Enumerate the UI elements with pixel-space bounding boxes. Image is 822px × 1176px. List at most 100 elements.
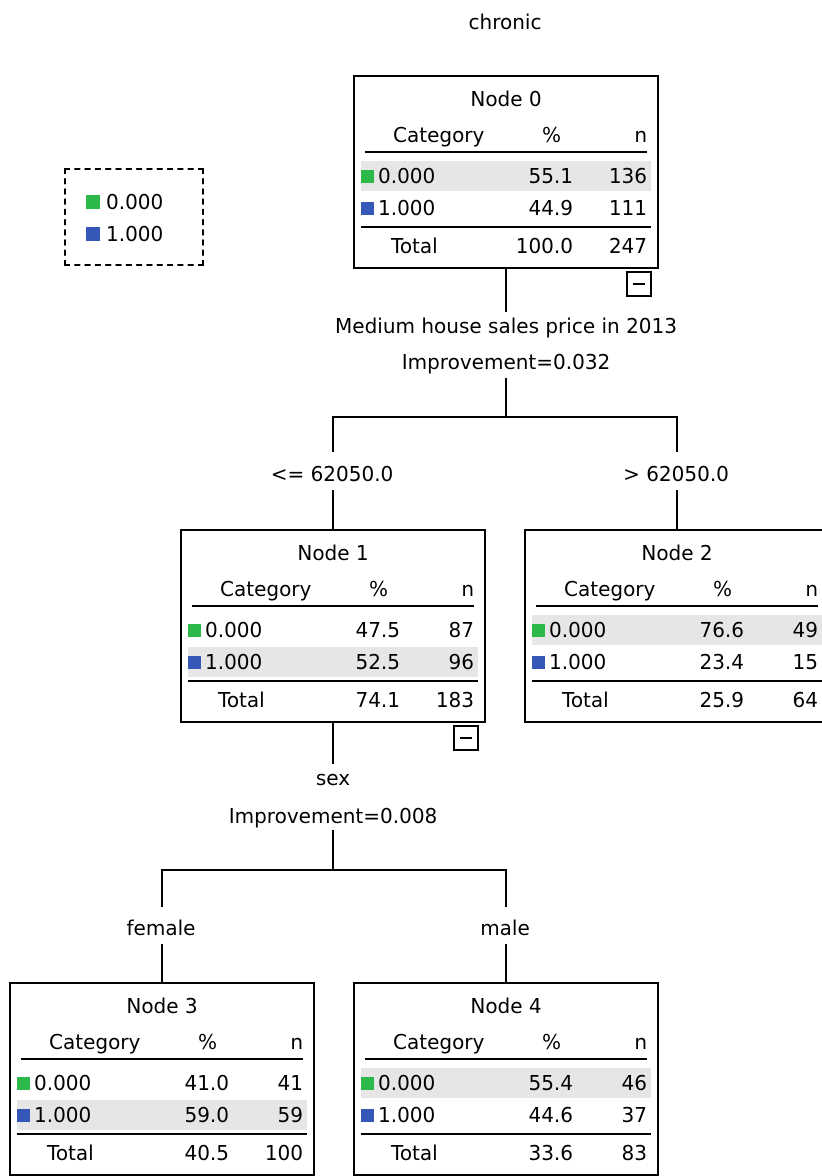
category-swatch bbox=[361, 1109, 374, 1122]
node-3[interactable]: Node 3 Category % n 0.000 41.0 41 1.000 … bbox=[9, 982, 315, 1176]
percent-cell: 59.0 bbox=[184, 1103, 229, 1127]
total-label: Total bbox=[391, 1141, 438, 1165]
count-cell: 15 bbox=[792, 650, 818, 674]
total-row: Total 74.1 183 bbox=[188, 685, 478, 715]
connector-line bbox=[505, 944, 507, 982]
category-cell: 1.000 bbox=[188, 647, 262, 677]
node-4[interactable]: Node 4 Category % n 0.000 55.4 46 1.000 … bbox=[353, 982, 659, 1176]
split-variable-label: Medium house sales price in 2013 bbox=[335, 314, 677, 338]
legend-swatch-blue bbox=[86, 227, 100, 241]
connector-line bbox=[332, 416, 334, 452]
total-label: Total bbox=[391, 234, 438, 258]
connector-line bbox=[505, 378, 507, 416]
category-label: 1.000 bbox=[34, 1103, 92, 1127]
column-header-n: n bbox=[461, 577, 474, 601]
total-divider bbox=[17, 1133, 307, 1135]
legend-label: 0.000 bbox=[106, 190, 164, 214]
branch-label-left: female bbox=[126, 916, 196, 940]
percent-cell: 41.0 bbox=[184, 1071, 229, 1095]
category-row: 0.000 55.1 136 bbox=[361, 161, 651, 191]
category-label: 0.000 bbox=[378, 1071, 436, 1095]
node-0[interactable]: Node 0 Category % n 0.000 55.1 136 1.000… bbox=[353, 75, 659, 269]
category-swatch bbox=[361, 202, 374, 215]
total-divider bbox=[532, 680, 822, 682]
column-header-n: n bbox=[805, 577, 818, 601]
column-header-row: Category % n bbox=[192, 577, 474, 607]
node-title: Node 4 bbox=[470, 994, 542, 1018]
category-row: 1.000 59.0 59 bbox=[17, 1100, 307, 1130]
legend-label: 1.000 bbox=[106, 222, 164, 246]
category-row: 1.000 44.9 111 bbox=[361, 193, 651, 223]
total-percent: 25.9 bbox=[699, 688, 744, 712]
total-percent: 40.5 bbox=[184, 1141, 229, 1165]
connector-line bbox=[332, 490, 334, 530]
total-percent: 100.0 bbox=[515, 234, 573, 258]
column-header-pct: % bbox=[541, 1030, 561, 1054]
node-title: Node 1 bbox=[297, 541, 369, 565]
total-percent: 33.6 bbox=[528, 1141, 573, 1165]
category-cell: 1.000 bbox=[17, 1100, 91, 1130]
category-label: 0.000 bbox=[378, 164, 436, 188]
category-row: 0.000 76.6 49 bbox=[532, 615, 822, 645]
connector-line bbox=[161, 869, 507, 871]
category-row: 1.000 23.4 15 bbox=[532, 647, 822, 677]
column-header-category: Category bbox=[393, 123, 485, 147]
total-label: Total bbox=[562, 688, 609, 712]
column-header-category: Category bbox=[564, 577, 656, 601]
column-header-row: Category % n bbox=[536, 577, 818, 607]
category-swatch bbox=[532, 656, 545, 669]
column-header-n: n bbox=[290, 1030, 303, 1054]
category-cell: 1.000 bbox=[361, 193, 435, 223]
column-header-pct: % bbox=[197, 1030, 217, 1054]
category-label: 1.000 bbox=[378, 196, 436, 220]
total-label: Total bbox=[218, 688, 265, 712]
branch-label-left: <= 62050.0 bbox=[270, 462, 394, 486]
node-title: Node 3 bbox=[126, 994, 198, 1018]
count-cell: 59 bbox=[277, 1103, 303, 1127]
category-swatch bbox=[17, 1109, 30, 1122]
percent-cell: 76.6 bbox=[699, 618, 744, 642]
node-title: Node 0 bbox=[470, 87, 542, 111]
tree-title: chronic bbox=[468, 10, 542, 34]
total-row: Total 33.6 83 bbox=[361, 1138, 651, 1168]
count-cell: 111 bbox=[608, 196, 647, 220]
column-header-pct: % bbox=[712, 577, 732, 601]
collapse-node-0-button[interactable] bbox=[626, 271, 652, 297]
count-cell: 96 bbox=[448, 650, 474, 674]
node-2[interactable]: Node 2 Category % n 0.000 76.6 49 1.000 … bbox=[524, 529, 822, 723]
category-swatch bbox=[17, 1077, 30, 1090]
category-row: 0.000 55.4 46 bbox=[361, 1068, 651, 1098]
category-row: 0.000 47.5 87 bbox=[188, 615, 478, 645]
category-label: 0.000 bbox=[34, 1071, 92, 1095]
total-percent: 74.1 bbox=[355, 688, 400, 712]
category-swatch bbox=[361, 170, 374, 183]
category-swatch bbox=[188, 624, 201, 637]
column-header-n: n bbox=[634, 1030, 647, 1054]
legend-item-1: 1.000 bbox=[86, 222, 163, 246]
count-cell: 49 bbox=[792, 618, 818, 642]
connector-line bbox=[676, 490, 678, 530]
percent-cell: 55.4 bbox=[528, 1071, 573, 1095]
total-label: Total bbox=[47, 1141, 94, 1165]
column-header-row: Category % n bbox=[365, 123, 647, 153]
column-header-category: Category bbox=[393, 1030, 485, 1054]
category-cell: 1.000 bbox=[361, 1100, 435, 1130]
legend-swatch-green bbox=[86, 195, 100, 209]
category-label: 0.000 bbox=[549, 618, 607, 642]
count-cell: 41 bbox=[277, 1071, 303, 1095]
branch-label-right: > 62050.0 bbox=[623, 462, 729, 486]
connector-line bbox=[161, 869, 163, 907]
count-cell: 37 bbox=[621, 1103, 647, 1127]
connector-line bbox=[161, 944, 163, 982]
category-cell: 0.000 bbox=[361, 1068, 435, 1098]
category-row: 1.000 52.5 96 bbox=[188, 647, 478, 677]
category-swatch bbox=[361, 1077, 374, 1090]
node-1[interactable]: Node 1 Category % n 0.000 47.5 87 1.000 … bbox=[180, 529, 486, 723]
collapse-node-1-button[interactable] bbox=[453, 725, 479, 751]
connector-line bbox=[505, 869, 507, 907]
category-cell: 0.000 bbox=[361, 161, 435, 191]
count-cell: 136 bbox=[608, 164, 647, 188]
total-divider bbox=[361, 1133, 651, 1135]
connector-line bbox=[332, 416, 678, 418]
legend-item-0: 0.000 bbox=[86, 190, 163, 214]
